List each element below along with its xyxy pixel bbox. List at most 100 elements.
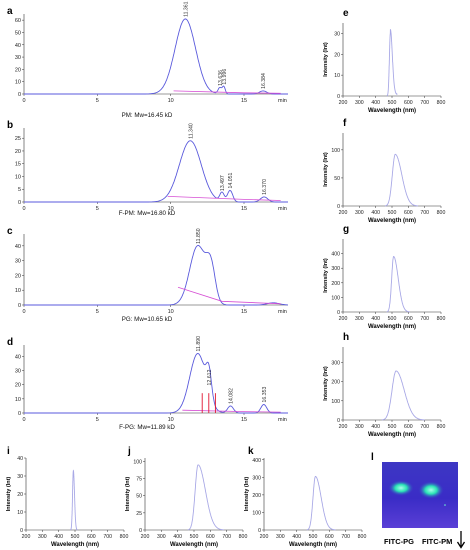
panel-label-l: l (371, 452, 374, 463)
x-tick-label-h: 600 (404, 424, 413, 430)
y-tick-label-f: 100 (331, 148, 340, 154)
chart-caption-c: PG: Mw=10.65 kD (122, 316, 173, 323)
x-tick-label-b: 0 (22, 206, 25, 212)
y-tick-label-h: 200 (331, 380, 340, 386)
x-tick-label-h: 400 (371, 424, 380, 430)
y-tick-label-e: 20 (334, 52, 340, 58)
y-tick-label-g: 200 (331, 281, 340, 287)
peak-label-a: 13.636 (218, 70, 224, 86)
x-axis-title-h: Wavelength (nm) (368, 432, 416, 438)
chart-panel-d: d 0 5 10 15 0 10 20 30 40 min F-PG: Mw=11.89 kD 11.8… (7, 336, 288, 431)
y-axis-title-e: Intensity (Int) (323, 42, 329, 77)
x-unit-label-d: min (278, 417, 287, 423)
x-tick-label-j: 800 (239, 534, 248, 540)
y-tick-label-h: 0 (337, 418, 340, 424)
x-tick-label-h: 200 (339, 424, 348, 430)
chart-panel-g: g 200 300 400 500 600 700 800 0 100 200 300 400 Wavel… (323, 224, 445, 330)
y-tick-label-j: 50 (136, 494, 142, 500)
peak-label-d: 14.082 (229, 388, 235, 404)
y-axis-title-k: Intensity (Int) (244, 477, 250, 512)
tlc-speck (444, 504, 446, 506)
y-tick-label-k: 400 (252, 458, 261, 464)
y-tick-label-j: 75 (136, 477, 142, 483)
peak-label-c: 11.850 (196, 228, 202, 244)
y-tick-label-i: 20 (17, 492, 23, 498)
y-axis-title-g: Intensity (Int) (323, 258, 329, 293)
x-tick-label-e: 500 (388, 100, 397, 106)
y-tick-label-b: 10 (15, 174, 21, 180)
emission-spectrum-j (187, 464, 225, 531)
chart-panel-k: k 200 300 400 500 600 700 800 0 100 200 300 400 Wavel… (244, 446, 366, 548)
chart-caption-b: F-PM: Mw=16.80 kD (119, 210, 176, 217)
peak-label-b: 11.340 (188, 123, 194, 139)
y-tick-label-b: 5 (18, 187, 21, 193)
x-tick-label-g: 200 (339, 316, 348, 322)
y-tick-label-g: 300 (331, 266, 340, 272)
y-tick-label-h: 100 (331, 399, 340, 405)
x-tick-label-i: 700 (103, 534, 112, 540)
peak-label-b: 16.370 (262, 179, 268, 195)
x-unit-label-c: min (278, 309, 287, 315)
peak-label-d: 12.612 (207, 370, 213, 386)
y-tick-label-j: 0 (139, 528, 142, 534)
x-tick-label-a: 0 (22, 98, 25, 104)
x-tick-label-j: 700 (222, 534, 231, 540)
x-axis-title-g: Wavelength (nm) (368, 324, 416, 330)
x-tick-label-c: 5 (96, 309, 99, 315)
x-tick-label-b: 15 (241, 206, 247, 212)
y-tick-label-k: 100 (252, 510, 261, 516)
x-axis-title-f: Wavelength (nm) (368, 218, 416, 224)
x-tick-label-k: 800 (358, 534, 367, 540)
y-tick-label-i: 0 (20, 528, 23, 534)
peak-label-a: 16.384 (261, 73, 267, 89)
x-tick-label-j: 200 (141, 534, 150, 540)
x-tick-label-e: 800 (437, 100, 446, 106)
emission-spectrum-h (381, 370, 425, 421)
y-tick-label-b: 15 (15, 162, 21, 168)
x-axis-title-i: Wavelength (nm) (51, 542, 99, 548)
x-tick-label-e: 300 (355, 100, 364, 106)
y-tick-label-a: 20 (15, 67, 21, 73)
y-tick-label-i: 30 (17, 474, 23, 480)
panel-label-c: c (7, 226, 13, 237)
chart-caption-a: PM: Mw=16.45 kD (122, 112, 173, 119)
y-tick-label-g: 100 (331, 295, 340, 301)
tlc-spot-fitc-pm (418, 481, 444, 499)
y-tick-label-e: 10 (334, 73, 340, 79)
x-tick-label-d: 15 (241, 417, 247, 423)
x-tick-label-i: 200 (22, 534, 31, 540)
panel-label-f: f (343, 118, 347, 129)
x-tick-label-g: 800 (437, 316, 446, 322)
panel-label-i: i (7, 446, 10, 457)
x-tick-label-g: 300 (355, 316, 364, 322)
x-tick-label-c: 15 (241, 309, 247, 315)
x-tick-label-g: 500 (388, 316, 397, 322)
x-unit-label-a: min (278, 98, 287, 104)
tlc-plate (382, 462, 458, 528)
x-tick-label-d: 0 (22, 417, 25, 423)
x-tick-label-c: 0 (22, 309, 25, 315)
x-tick-label-d: 10 (168, 417, 174, 423)
y-tick-label-a: 0 (18, 92, 21, 98)
y-tick-label-b: 20 (15, 149, 21, 155)
x-tick-label-j: 600 (206, 534, 215, 540)
peak-label-a: 11.361 (183, 1, 189, 17)
y-axis-title-j: Intensity (Int) (125, 477, 131, 512)
chart-panel-i: i 200 300 400 500 600 700 800 0 10 20 30 40 Wavelengt… (6, 446, 128, 548)
y-tick-label-b: 25 (15, 136, 21, 142)
x-tick-label-e: 400 (371, 100, 380, 106)
x-tick-label-k: 200 (260, 534, 269, 540)
y-tick-label-c: 40 (15, 244, 21, 250)
chart-panel-j: j 200 300 400 500 600 700 800 0 25 50 75 100 Waveleng… (125, 446, 247, 548)
x-tick-label-k: 400 (292, 534, 301, 540)
x-tick-label-j: 500 (190, 534, 199, 540)
y-tick-label-j: 25 (136, 511, 142, 517)
y-tick-label-h: 300 (331, 360, 340, 366)
x-axis-title-k: Wavelength (nm) (289, 542, 337, 548)
chromatogram-trace-c (24, 244, 288, 306)
x-tick-label-j: 300 (157, 534, 166, 540)
y-tick-label-d: 20 (15, 383, 21, 389)
peak-label-b: 13.497 (220, 175, 226, 191)
y-tick-label-b: 0 (18, 200, 21, 206)
y-tick-label-a: 40 (15, 43, 21, 49)
